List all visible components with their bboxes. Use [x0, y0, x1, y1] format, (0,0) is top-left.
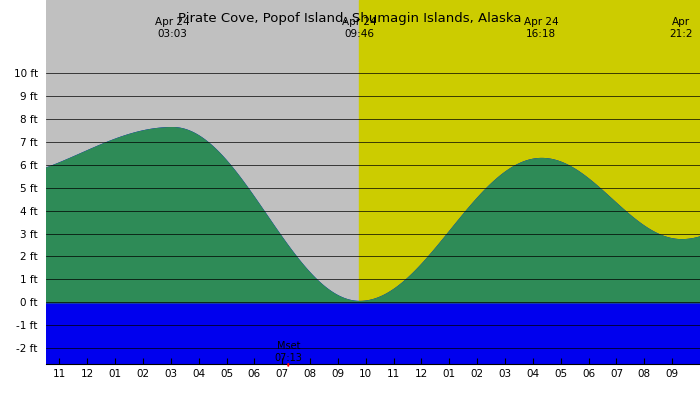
Bar	[359, 0, 700, 62]
Text: Pirate Cove, Popof Island, Shumagin Islands, Alaska: Pirate Cove, Popof Island, Shumagin Isla…	[178, 12, 522, 25]
Bar	[359, 62, 700, 364]
Text: Apr 24
09:46: Apr 24 09:46	[342, 17, 377, 39]
Text: Apr 24
16:18: Apr 24 16:18	[524, 17, 559, 39]
Bar	[46, 62, 359, 364]
Bar	[46, 0, 359, 62]
Text: Mset
07:13: Mset 07:13	[274, 341, 302, 363]
Text: Apr
21:2: Apr 21:2	[670, 17, 693, 39]
Text: Apr 24
03:03: Apr 24 03:03	[155, 17, 190, 39]
